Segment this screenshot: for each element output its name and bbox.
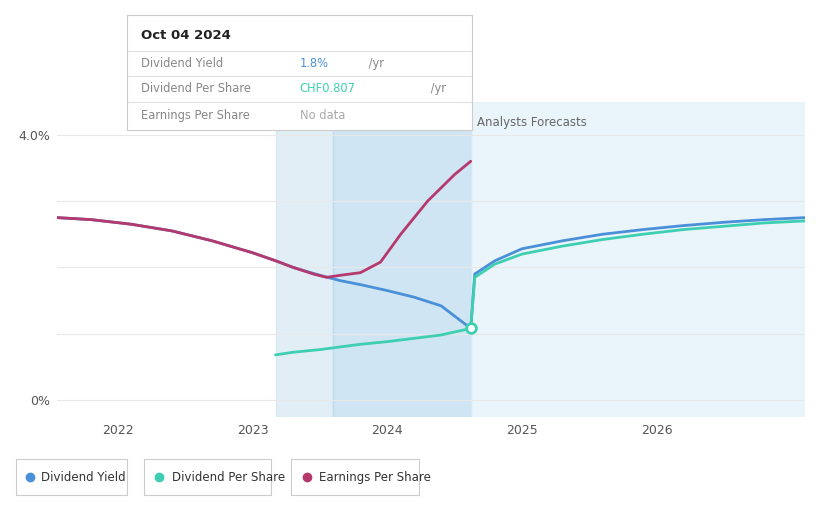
Text: CHF0.807: CHF0.807 [300, 82, 355, 96]
Bar [470, 102, 805, 417]
Text: Oct 04 2024: Oct 04 2024 [141, 29, 231, 42]
Bar [276, 102, 333, 417]
Text: Dividend Per Share: Dividend Per Share [141, 82, 251, 96]
Text: /yr: /yr [365, 57, 384, 70]
Text: 1.8%: 1.8% [300, 57, 328, 70]
Bar [333, 102, 470, 417]
Text: Dividend Per Share: Dividend Per Share [172, 470, 285, 484]
Text: Dividend Yield: Dividend Yield [41, 470, 126, 484]
Text: Past: Past [442, 116, 466, 130]
Text: No data: No data [300, 109, 345, 122]
Text: Dividend Yield: Dividend Yield [141, 57, 223, 70]
Text: Earnings Per Share: Earnings Per Share [319, 470, 431, 484]
Text: Earnings Per Share: Earnings Per Share [141, 109, 250, 122]
Text: /yr: /yr [427, 82, 447, 96]
Text: Analysts Forecasts: Analysts Forecasts [478, 116, 587, 130]
